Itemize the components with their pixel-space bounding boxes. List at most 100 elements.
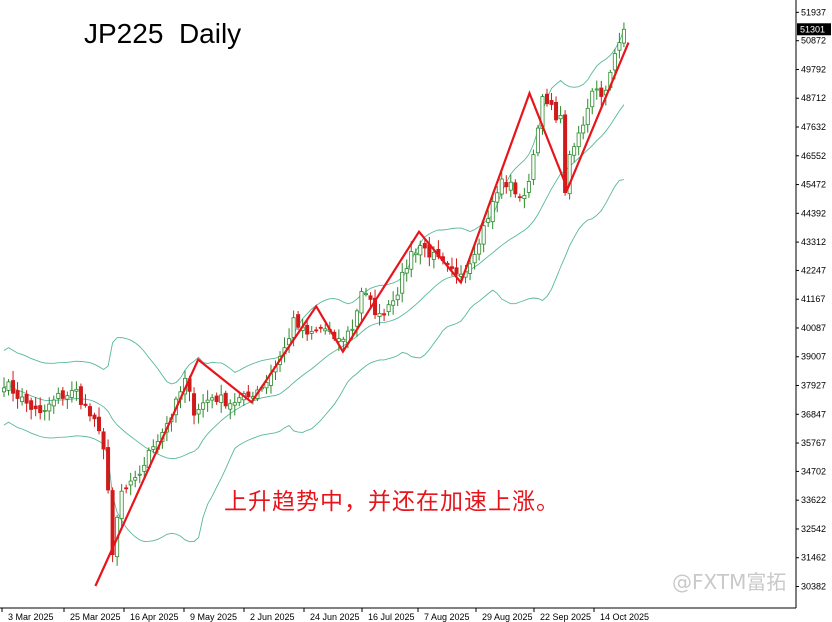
candle-body — [382, 313, 387, 316]
candle-body — [377, 313, 382, 317]
candle-body — [499, 178, 504, 195]
y-tick-label: 34702 — [801, 466, 826, 476]
candle-body — [11, 380, 16, 394]
candle-body — [192, 393, 197, 416]
y-tick-label: 51937 — [801, 7, 826, 17]
x-tick-label: 16 Apr 2025 — [130, 612, 179, 622]
x-tick-label: 22 Sep 2025 — [540, 612, 591, 622]
y-tick-label: 32542 — [801, 524, 826, 534]
candle-body — [495, 192, 500, 203]
candle-body — [576, 132, 581, 148]
candle-body — [83, 403, 88, 406]
candle-body — [563, 114, 568, 194]
y-tick-label: 43312 — [801, 237, 826, 247]
candle-body — [237, 397, 242, 403]
y-axis: 51937 50872 49792 48712 47632 46552 45472 44392… — [795, 0, 831, 608]
candle-body — [558, 114, 563, 120]
candle-body — [418, 245, 423, 256]
y-tick-label: 31462 — [801, 553, 826, 563]
candle-body — [354, 310, 359, 327]
trend-lines — [94, 42, 630, 587]
candle-body — [531, 154, 536, 180]
y-tick-label: 42247 — [801, 265, 826, 275]
chart-title: JP225 Daily — [84, 18, 242, 49]
watermark: @FXTM富拓 — [672, 570, 787, 594]
bollinger-bands — [3, 29, 625, 543]
candle-body — [60, 390, 65, 399]
candle-body — [2, 387, 7, 393]
candle-body — [65, 395, 70, 400]
chart-annotation: 上升趋势中，并还在加速上涨。 — [224, 489, 560, 515]
candle-body — [309, 331, 314, 334]
x-tick-label: 9 May 2025 — [190, 612, 237, 622]
candle-body — [219, 394, 224, 404]
candle-body — [400, 271, 405, 294]
candle-body — [232, 402, 237, 406]
candle-body — [29, 400, 34, 410]
candle-body — [341, 338, 346, 342]
candle-body — [567, 154, 572, 195]
x-tick-label: 3 Mar 2025 — [8, 612, 54, 622]
candle-body — [101, 431, 106, 450]
y-tick-label: 50872 — [801, 36, 826, 46]
y-tick-label: 35767 — [801, 438, 826, 448]
x-tick-label: 25 Mar 2025 — [70, 612, 121, 622]
candle-body — [395, 294, 400, 301]
candle-body — [404, 268, 409, 274]
candle-body — [545, 93, 550, 105]
y-tick-label: 48712 — [801, 93, 826, 103]
candle-body — [6, 381, 11, 391]
candle-body — [318, 326, 323, 329]
y-tick-label: 39007 — [801, 352, 826, 362]
candle-body — [363, 293, 368, 296]
candle-body — [110, 490, 115, 556]
x-tick-label: 2 Jun 2025 — [250, 612, 295, 622]
candle-body — [350, 328, 355, 331]
candle-body — [409, 251, 414, 270]
candle-body — [228, 403, 233, 410]
candle-body — [74, 388, 79, 392]
candle-body — [106, 447, 111, 491]
candle-body — [373, 297, 378, 316]
bollinger-upper — [3, 29, 625, 385]
trend-line — [94, 42, 630, 587]
y-tick-label: 40087 — [801, 323, 826, 333]
candle-body — [92, 414, 97, 420]
candle-body — [517, 196, 522, 199]
candle-body — [526, 181, 531, 193]
candle-body — [205, 399, 210, 403]
candle-body — [594, 88, 599, 91]
candle-body — [368, 295, 373, 300]
candle-body — [128, 480, 133, 486]
candle-body — [78, 386, 83, 405]
candle-body — [223, 392, 228, 407]
candle-body — [56, 392, 61, 399]
candle-body — [47, 403, 52, 412]
candle-body — [97, 416, 102, 432]
candle-body — [38, 405, 43, 414]
candle-body — [477, 243, 482, 255]
last-price-label: 51301 — [800, 24, 825, 34]
x-tick-label: 16 Jul 2025 — [368, 612, 415, 622]
candle-body — [449, 266, 454, 269]
candle-body — [513, 182, 518, 195]
candle-body — [490, 201, 495, 223]
candle-body — [454, 267, 459, 275]
candle-body — [124, 487, 129, 490]
y-tick-label: 46552 — [801, 151, 826, 161]
candle-body — [359, 291, 364, 314]
candle-body — [246, 391, 251, 398]
candle-body — [210, 397, 215, 401]
x-tick-label: 29 Aug 2025 — [482, 612, 533, 622]
candle-body — [481, 225, 486, 245]
candle-body — [69, 390, 74, 398]
y-tick-label: 47632 — [801, 122, 826, 132]
candle-body — [468, 263, 473, 274]
candle-body — [151, 446, 156, 450]
candlesticks — [2, 22, 626, 566]
last-price-marker — [797, 23, 831, 36]
candle-body — [305, 324, 310, 335]
candle-body — [585, 107, 590, 126]
y-tick-label: 41167 — [801, 294, 825, 304]
